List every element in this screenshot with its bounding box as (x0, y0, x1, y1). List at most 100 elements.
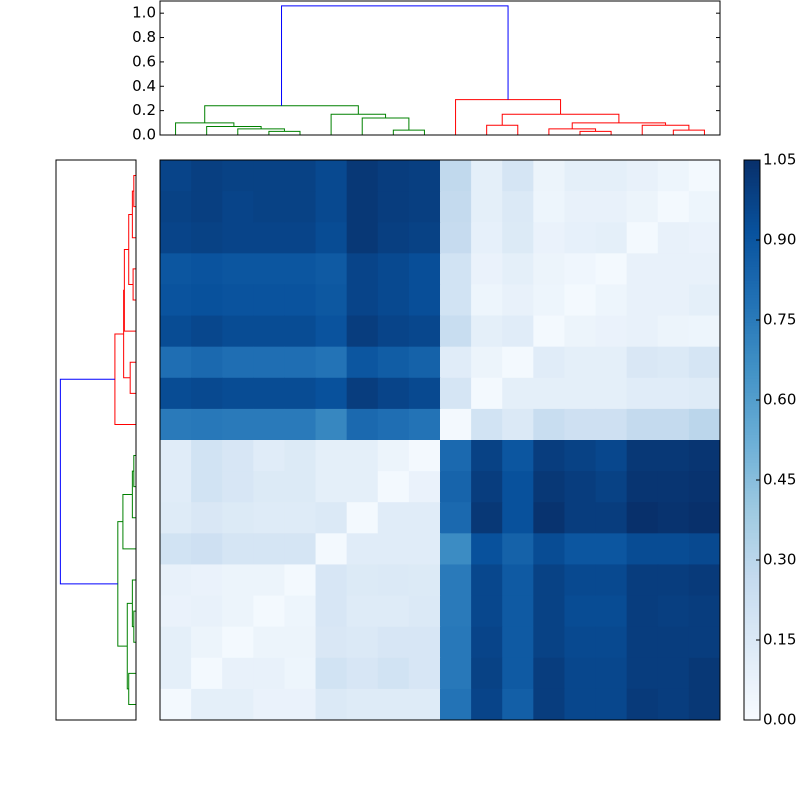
colorbar-swatch (744, 356, 760, 360)
heatmap-cell (564, 408, 597, 441)
heatmap-cell (408, 315, 441, 348)
heatmap-cell (688, 191, 721, 223)
heatmap-cell (564, 471, 597, 503)
heatmap-cell (595, 626, 628, 659)
colorbar-swatch (744, 451, 760, 455)
heatmap-cell (626, 377, 659, 410)
heatmap-cell (284, 222, 317, 254)
heatmap-cell (626, 440, 659, 472)
heatmap-cell (284, 315, 317, 348)
heatmap-cell (284, 657, 317, 690)
colorbar-swatch (744, 199, 760, 203)
heatmap-cell (191, 657, 223, 690)
heatmap-cell (160, 346, 192, 379)
heatmap-cell (408, 222, 441, 254)
colorbar-swatch (744, 361, 760, 365)
colorbar-swatch (744, 252, 760, 256)
heatmap-cell (284, 564, 317, 597)
heatmap-cell (253, 160, 285, 192)
axes-frame (159, 0, 721, 136)
heatmap-cell (626, 564, 659, 597)
heatmap-cell (626, 346, 659, 379)
heatmap-cell (377, 222, 410, 254)
colorbar-swatch (744, 482, 760, 486)
heatmap-cell (346, 408, 379, 441)
colorbar-swatch (744, 675, 760, 679)
heatmap-cell (315, 688, 348, 721)
heatmap-cell (377, 408, 410, 441)
colorbar-swatch (744, 204, 760, 209)
heatmap-cell (595, 253, 628, 285)
heatmap-cell (160, 284, 192, 317)
heatmap-cell (222, 377, 254, 410)
colorbar-swatch (744, 588, 760, 592)
heatmap-cell (253, 222, 285, 254)
heatmap-cell (533, 284, 565, 317)
heatmap-cell (502, 533, 534, 565)
heatmap-cell (595, 377, 628, 410)
heatmap-cell (657, 346, 690, 379)
heatmap-cell (688, 160, 721, 192)
colorbar-swatch (744, 448, 760, 452)
heatmap-cell (284, 440, 317, 472)
dendrogram-link (486, 124, 519, 135)
heatmap-cell (191, 533, 223, 565)
colorbar-swatch (744, 476, 760, 480)
heatmap-cell (564, 533, 597, 565)
heatmap-cell (222, 222, 254, 254)
colorbar-swatch (744, 487, 760, 491)
heatmap-cell (346, 284, 379, 317)
heatmap-cell (315, 377, 348, 410)
heatmap-cell (688, 440, 721, 472)
heatmap-cell (595, 502, 628, 534)
heatmap-cell (626, 191, 659, 223)
heatmap-cell (284, 626, 317, 659)
heatmap-cell (688, 533, 721, 565)
heatmap-cell (471, 284, 503, 317)
colorbar-swatch (744, 202, 760, 206)
heatmap-cell (346, 502, 379, 534)
colorbar-swatch (744, 627, 760, 631)
heatmap-cell (160, 564, 192, 597)
colorbar-tick-label: 0.00 (763, 711, 796, 729)
colorbar-swatch (744, 300, 760, 304)
heatmap-cell (284, 471, 317, 503)
heatmap-cell (657, 502, 690, 534)
heatmap-cell (657, 564, 690, 597)
heatmap-cell (346, 533, 379, 565)
heatmap-cell (502, 222, 534, 254)
colorbar-swatch (744, 188, 760, 192)
colorbar-tick-label: 0.60 (763, 391, 796, 409)
heatmap-cell (315, 502, 348, 534)
colorbar-swatch (744, 182, 760, 186)
heatmap-cell (564, 346, 597, 379)
colorbar-swatch (744, 258, 760, 262)
dendrogram-link (59, 378, 118, 585)
heatmap-cell (440, 315, 472, 348)
colorbar-swatch (744, 490, 760, 494)
heatmap-cell (502, 626, 534, 659)
colorbar-swatch (744, 364, 760, 368)
colorbar-swatch (744, 412, 760, 416)
colorbar-swatch (744, 552, 760, 556)
heatmap-cell (595, 657, 628, 690)
colorbar-swatch (744, 678, 760, 682)
heatmap-cell (253, 440, 285, 472)
heatmap-cell (533, 346, 565, 379)
heatmap-cell (533, 191, 565, 223)
colorbar-swatch (744, 428, 760, 433)
colorbar-swatch (744, 706, 760, 710)
heatmap-cell (346, 222, 379, 254)
colorbar-swatch (744, 339, 760, 343)
heatmap-cell (564, 253, 597, 285)
heatmap-cell (688, 253, 721, 285)
colorbar-swatch (744, 655, 760, 659)
heatmap-cell (595, 440, 628, 472)
heatmap-cell (346, 315, 379, 348)
heatmap-cell (377, 284, 410, 317)
colorbar-swatch (744, 213, 760, 217)
heatmap-cell (595, 408, 628, 441)
colorbar-swatch (744, 650, 760, 654)
heatmap-cell (533, 533, 565, 565)
heatmap-cell (595, 595, 628, 628)
